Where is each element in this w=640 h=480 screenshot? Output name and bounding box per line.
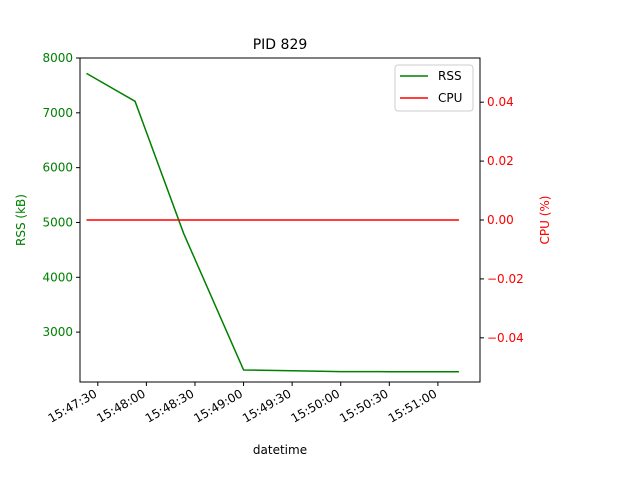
y-left-tick-label: 5000 — [42, 215, 73, 229]
y-axis-label-left: RSS (kB) — [14, 194, 28, 246]
y-left-tick-label: 7000 — [42, 106, 73, 120]
y-left-tick-label: 3000 — [42, 325, 73, 339]
chart-title: PID 829 — [253, 37, 308, 53]
y-left-tick-label: 6000 — [42, 161, 73, 175]
y-right-tick-label: 0.02 — [487, 154, 514, 168]
y-right-tick-label: −0.04 — [487, 331, 524, 345]
y-right-tick-label: −0.02 — [487, 272, 524, 286]
legend: RSS CPU — [394, 64, 474, 112]
y-axis-label-right: CPU (%) — [538, 196, 552, 245]
y-right-tick-label: 0.00 — [487, 213, 514, 227]
y-right-tick-label: 0.04 — [487, 95, 514, 109]
series-line-rss — [86, 72, 459, 373]
y-left-tick-label: 8000 — [42, 51, 73, 65]
legend-label-cpu: CPU — [438, 91, 462, 105]
legend-label-rss: RSS — [438, 69, 462, 83]
x-axis-label: datetime — [253, 443, 307, 457]
y-left-tick-label: 4000 — [42, 270, 73, 284]
plot-area — [86, 72, 459, 373]
